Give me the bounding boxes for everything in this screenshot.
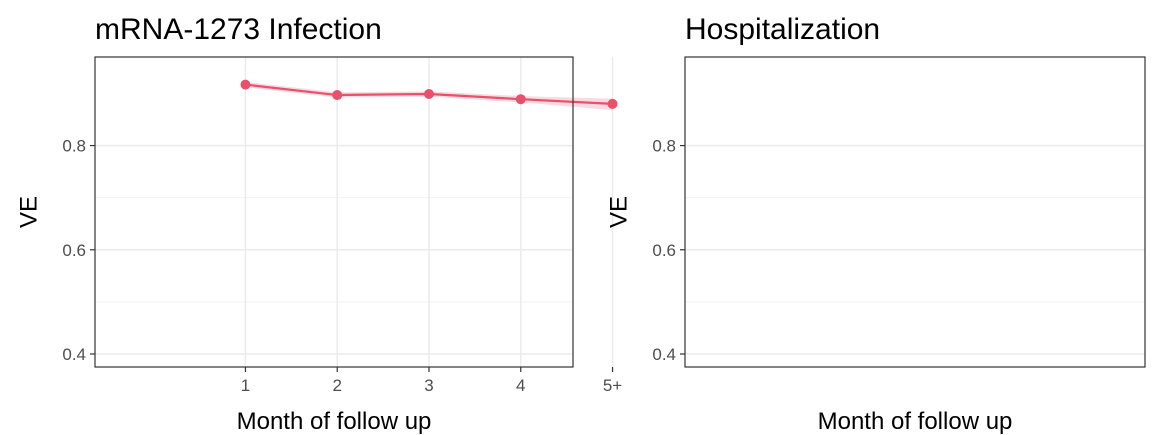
y-tick-label: 0.6 [652, 241, 676, 260]
x-tick-label: 5+ [603, 376, 622, 395]
data-point [332, 90, 343, 101]
chart-title: mRNA-1273 Infection [95, 13, 382, 46]
data-point [240, 79, 251, 90]
panel-infection: mRNA-1273 Infection 0.4 0.6 0.8 1 2 3 4 5+ Month … [15, 13, 622, 435]
plot-area [685, 57, 1145, 367]
y-axis-title: VE [15, 196, 42, 228]
y-tick-label: 0.6 [62, 241, 86, 260]
x-tick-label: 4 [516, 376, 525, 395]
panel-border [684, 56, 1146, 368]
data-point [515, 94, 526, 105]
plot-area [95, 57, 573, 367]
x-tick-label: 1 [241, 376, 250, 395]
y-tick-label: 0.4 [652, 345, 676, 364]
x-tick-label: 2 [332, 376, 341, 395]
x-axis-title: Month of follow up [818, 408, 1013, 435]
chart-title: Hospitalization [685, 13, 880, 46]
panel-border [94, 56, 574, 368]
y-tick-label: 0.4 [62, 345, 86, 364]
y-axis-title: VE [605, 196, 632, 228]
x-tick-label: 3 [424, 376, 433, 395]
data-point [607, 98, 618, 109]
x-axis-title: Month of follow up [237, 408, 432, 435]
y-tick-label: 0.8 [62, 137, 86, 156]
data-point [424, 88, 434, 99]
y-tick-label: 0.8 [652, 137, 676, 156]
